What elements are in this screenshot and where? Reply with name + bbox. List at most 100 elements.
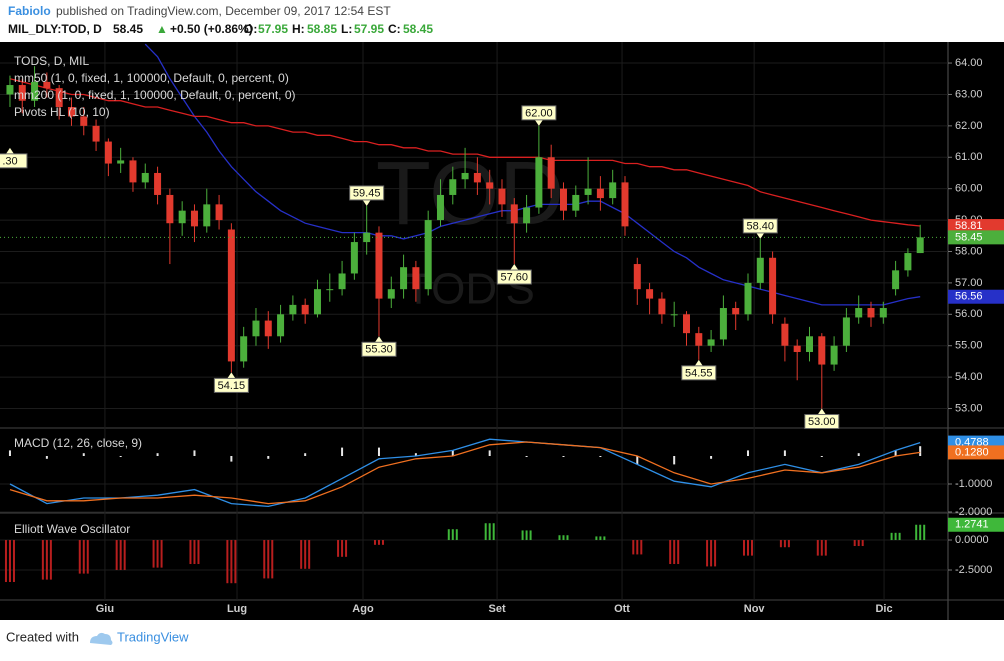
ewo-bar [488, 523, 491, 541]
candle-body [719, 308, 727, 340]
candle-body [338, 273, 346, 290]
candle-body [227, 229, 235, 362]
author[interactable]: Fabiolo [8, 4, 51, 18]
y-tick-label: 58.00 [955, 245, 983, 257]
candle-body [412, 267, 420, 290]
pivot-label: 53.00 [808, 416, 836, 428]
candle-body [424, 220, 432, 290]
candle-body [449, 179, 457, 195]
ewo-bar [447, 529, 450, 541]
candle-body [6, 85, 14, 95]
pivot-box [361, 341, 397, 357]
ewo-bar [677, 540, 680, 565]
footer-brand[interactable]: TradingView [117, 629, 189, 644]
watermark: TOD [376, 144, 564, 244]
macd-histogram [673, 456, 676, 465]
last-price: 58.45 [113, 22, 143, 36]
candle-body [855, 308, 863, 318]
macd-line [9, 441, 921, 505]
pivot-pointer [756, 232, 765, 239]
legend-title: TODS, D, MIL [14, 54, 89, 68]
candle-body [350, 242, 358, 274]
ewo-bar [706, 540, 709, 567]
y-tick-label: 63.00 [955, 88, 983, 100]
published: published on TradingView.com, December 0… [56, 4, 391, 18]
x-tick-label: Set [489, 603, 506, 615]
candle-body [830, 345, 838, 365]
pivot-label: 57.60 [501, 271, 529, 283]
pivot-box [0, 153, 28, 169]
candle-body [461, 172, 469, 180]
candle-body [67, 107, 75, 117]
pivot-label: 58.40 [747, 220, 775, 232]
y-tick-label: 53.00 [955, 402, 983, 414]
pivot-pointer [534, 119, 543, 126]
macd-histogram [414, 453, 417, 456]
candle-body [178, 210, 186, 224]
candle-body [904, 253, 912, 271]
x-tick-label: Nov [744, 603, 766, 615]
ewo-bar [890, 532, 893, 541]
macd-histogram [304, 453, 307, 456]
ewo-bar [529, 530, 532, 541]
y-tick-label: -1.0000 [955, 478, 992, 490]
panel-title: Elliott Wave Oscillator [14, 522, 130, 536]
ewo-bar [267, 540, 270, 579]
y-tick-label: 0.0000 [955, 534, 989, 546]
pivot-label: .30 [2, 155, 17, 167]
ewo-bar [377, 540, 380, 545]
ewo-bar [341, 540, 344, 557]
x-tick-label: Ott [614, 603, 630, 615]
macd-histogram [377, 447, 380, 456]
plot: .30 54.15 59.45 55.30 57.60 62.00 54.55 58.40 53… [0, 42, 948, 600]
ewo-bar [923, 524, 926, 541]
candle-body [400, 267, 408, 290]
x-tick-label: Lug [227, 603, 247, 615]
ewo-bar [603, 536, 606, 541]
last-value-label: 58.81 [955, 220, 983, 232]
last-value-box [948, 445, 1004, 460]
ewo-bar [673, 540, 676, 565]
ewo-bar [152, 540, 155, 568]
candle-body [842, 317, 850, 346]
ewo-bar [599, 536, 602, 541]
macd-histogram [857, 453, 860, 456]
candle-body [609, 182, 617, 199]
pivot-pointer [694, 359, 703, 366]
ewo-bar [78, 540, 81, 574]
ewo-bar [746, 540, 749, 556]
candle-body [129, 160, 137, 183]
candle-body [584, 188, 592, 195]
close: 58.45 [403, 22, 433, 36]
candle-body [621, 182, 629, 227]
pivot-box [213, 377, 249, 393]
ewo-bar [230, 540, 233, 584]
pivot-box [804, 414, 840, 430]
y-tick-label: 57.00 [955, 277, 983, 289]
ewo-bar [779, 540, 782, 548]
candle-body [55, 88, 63, 108]
pivot-box [742, 218, 778, 234]
ewo-bar [710, 540, 713, 567]
x-tick-label: Dic [875, 603, 892, 615]
candle-body [141, 172, 149, 183]
macd-histogram [82, 453, 85, 456]
ewo-bar [455, 529, 458, 541]
ewo-bar [49, 540, 52, 580]
candle-body [240, 336, 248, 362]
ewo-bar [41, 540, 44, 580]
candle-body [190, 210, 198, 227]
candle-body [781, 323, 789, 346]
candle-body [510, 204, 518, 224]
pivot-label: 54.55 [685, 367, 713, 379]
candle-body [326, 289, 334, 291]
candle-body [289, 304, 297, 315]
candle-body [769, 257, 777, 315]
candle-body [559, 188, 567, 211]
ewo-bar [226, 540, 229, 584]
pivot-label: 59.45 [353, 187, 381, 199]
candle-body [879, 308, 887, 318]
ewo-bar [640, 540, 643, 555]
candle-body [215, 204, 223, 221]
